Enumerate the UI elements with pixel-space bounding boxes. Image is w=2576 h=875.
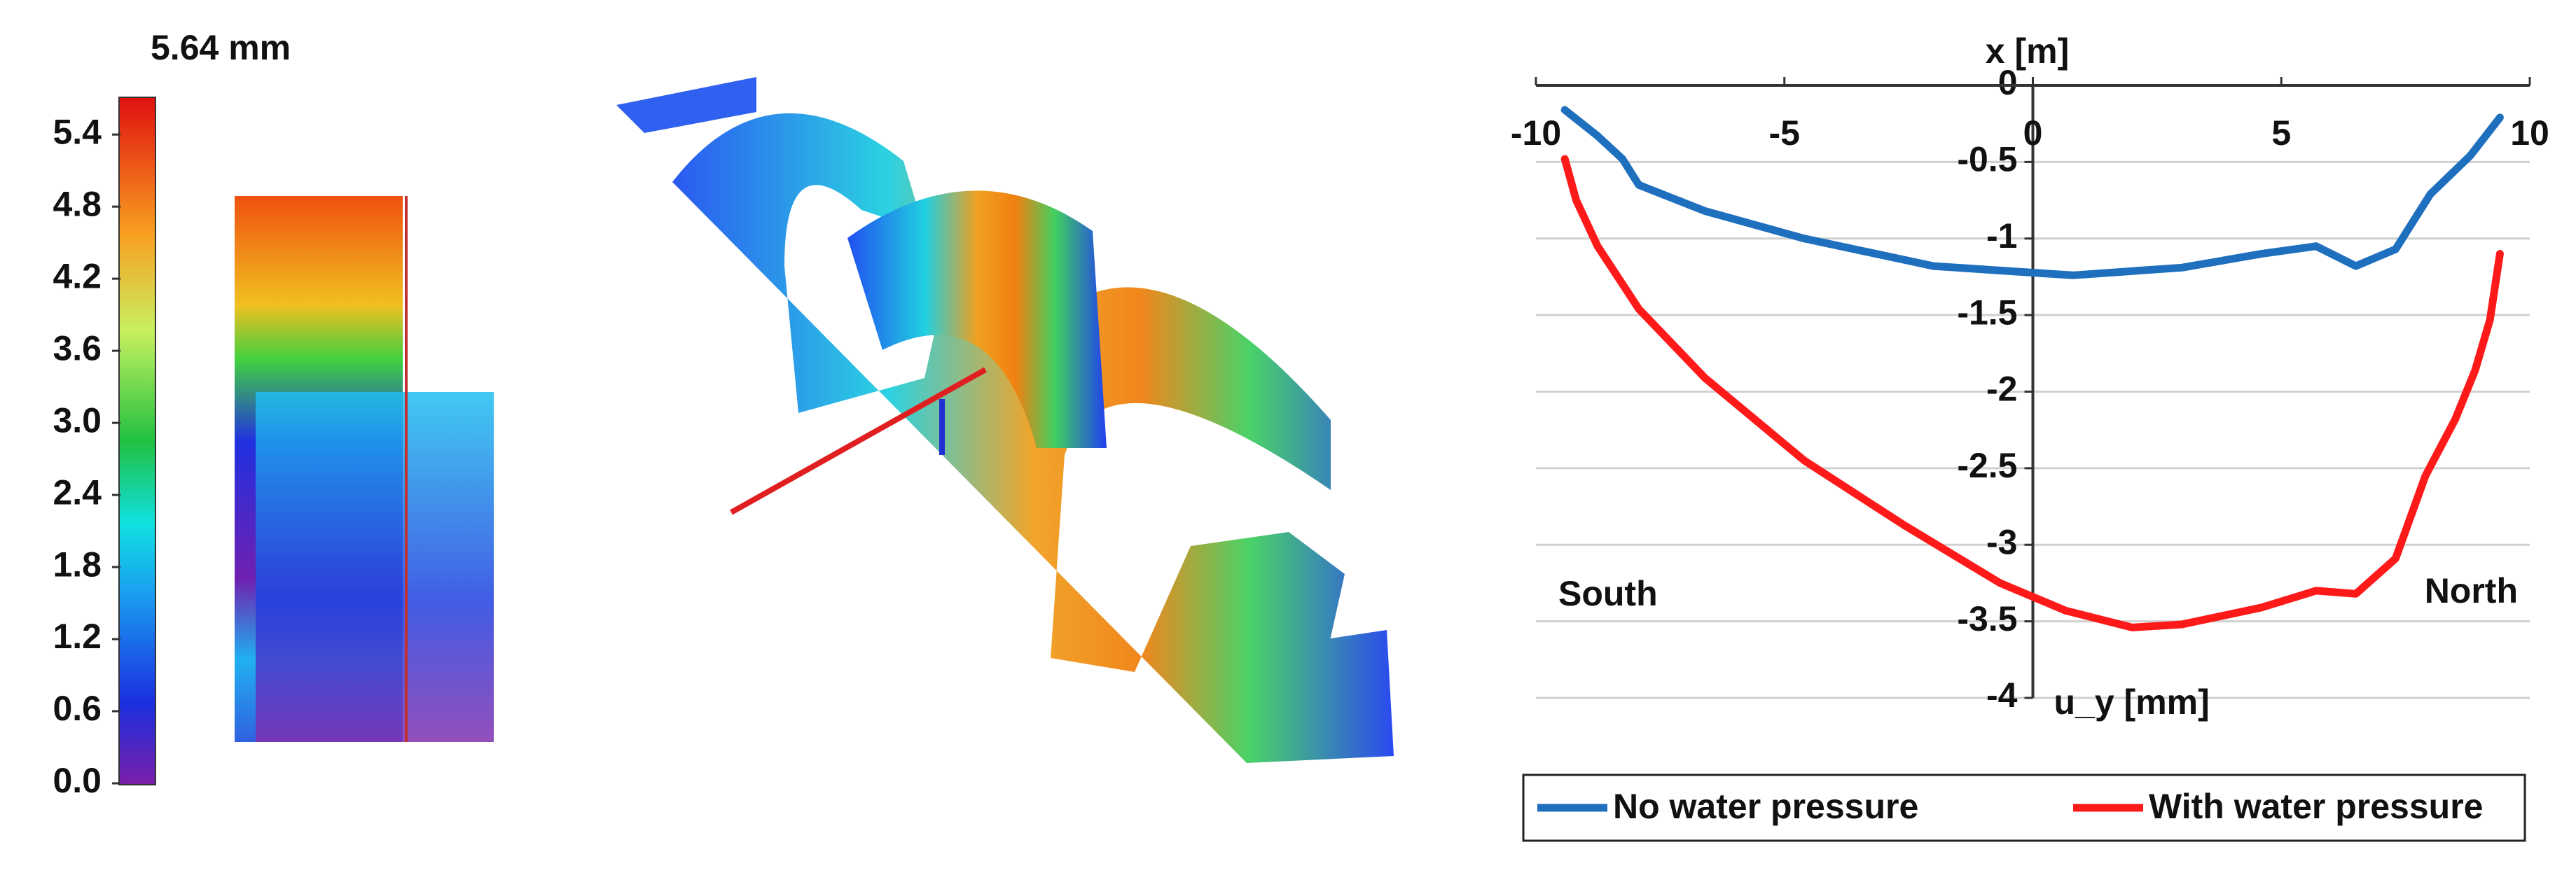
y-axis-label: u_y [mm] bbox=[2054, 682, 2210, 722]
y-tick-label: -2.5 bbox=[1957, 446, 2017, 485]
colorbar-tick-label: 0.0 bbox=[53, 761, 102, 800]
arch bbox=[672, 113, 1394, 763]
colorbar-tick-label: 2.4 bbox=[53, 472, 102, 512]
colorbar bbox=[118, 97, 156, 785]
y-tick-label: -4 bbox=[1986, 676, 2018, 715]
colorbar-title: 5.64 mm bbox=[151, 28, 291, 67]
legend-label: No water pressure bbox=[1613, 787, 1918, 826]
x-tick-label: 0 bbox=[2023, 113, 2043, 153]
side-view bbox=[256, 392, 494, 742]
arch bbox=[847, 190, 1107, 448]
annotation: North bbox=[2425, 571, 2518, 610]
x-tick-label: -10 bbox=[1511, 113, 1561, 153]
arrow bbox=[730, 367, 987, 515]
legend bbox=[1522, 774, 2526, 842]
colorbar-tick-label: 1.2 bbox=[53, 617, 102, 656]
x-axis-label: x [m] bbox=[1986, 31, 2069, 71]
y-tick-label: -3 bbox=[1986, 522, 2017, 561]
colorbar-tick-label: 3.6 bbox=[53, 328, 102, 368]
y-tick-label: -1.5 bbox=[1957, 293, 2017, 332]
colorbar-tick-label: 4.8 bbox=[53, 184, 102, 223]
colorbar-tick-label: 5.4 bbox=[53, 112, 102, 151]
y-tick-label: 0 bbox=[1998, 63, 2018, 102]
y-tick-label: -3.5 bbox=[1957, 599, 2017, 638]
y-tick-label: -0.5 bbox=[1957, 140, 2017, 179]
y-tick-label: -1 bbox=[1986, 216, 2017, 255]
data-line bbox=[1560, 155, 2504, 631]
colorbar-tick-label: 3.0 bbox=[53, 400, 102, 440]
annotation: South bbox=[1558, 574, 1658, 613]
colorbar-tick-label: 1.8 bbox=[53, 545, 102, 584]
y-tick-label: -2 bbox=[1986, 370, 2017, 409]
x-tick-label: 10 bbox=[2510, 113, 2549, 153]
legend-label: With water pressure bbox=[2149, 787, 2483, 826]
data-line bbox=[1560, 106, 2504, 279]
x-tick-label: 5 bbox=[2271, 113, 2291, 153]
x-tick-label: -5 bbox=[1769, 113, 1800, 153]
bridge-render bbox=[235, 77, 1394, 763]
deck bbox=[616, 77, 756, 133]
colorbar-tick-label: 0.6 bbox=[53, 689, 102, 728]
colorbar-tick-label: 4.2 bbox=[53, 256, 102, 295]
